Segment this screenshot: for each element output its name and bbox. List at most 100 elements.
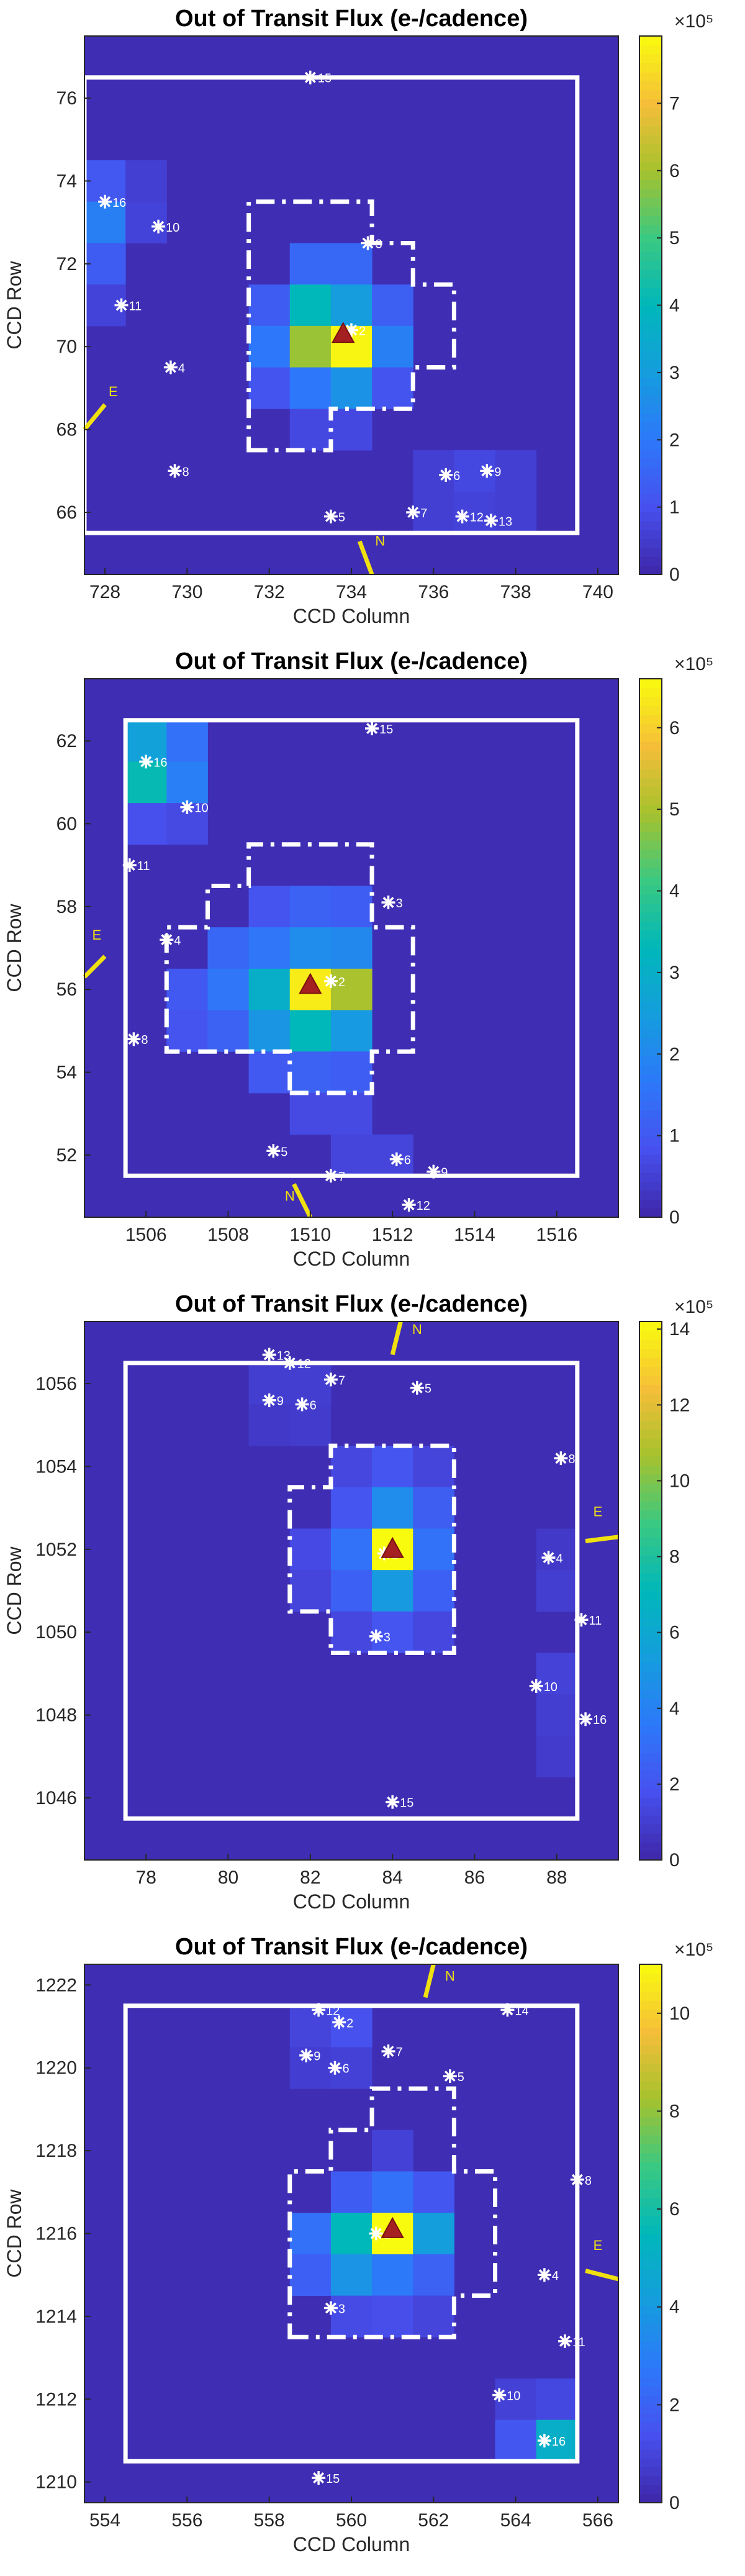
x-tick-label: 1516 — [536, 1225, 577, 1245]
flux-pixel — [289, 2213, 332, 2255]
flux-pixel — [289, 2005, 332, 2048]
colorbar-segment — [639, 2296, 662, 2306]
flux-pixel — [330, 367, 372, 409]
axes-frame — [84, 1321, 619, 1861]
compass-e-line — [585, 2269, 619, 2282]
star-label: 6 — [310, 1399, 317, 1412]
flux-pixel — [372, 2171, 413, 2213]
colorbar-segment — [639, 777, 662, 787]
colorbar-segment — [639, 2152, 662, 2162]
star-label: 8 — [585, 2174, 592, 2188]
colorbar-segment — [639, 2206, 662, 2216]
star-marker — [266, 1144, 281, 1158]
colorbar-tick-label: 1 — [669, 1126, 680, 1146]
colorbar-segment — [639, 476, 662, 486]
flux-pixel — [372, 325, 413, 368]
y-axis-label: CCD Row — [3, 903, 25, 992]
colorbar-segment — [639, 732, 662, 742]
colorbar-tick-label: 6 — [669, 718, 680, 738]
colorbar-segment — [639, 912, 662, 922]
colorbar-segment — [639, 422, 662, 432]
colorbar-segment — [639, 2421, 662, 2432]
flux-pixel — [454, 491, 496, 533]
colorbar-segment — [639, 314, 662, 324]
colorbar-segment — [639, 332, 662, 342]
star-label: 14 — [515, 2004, 528, 2018]
flux-pixel — [330, 2295, 372, 2338]
optimal-aperture — [287, 1443, 456, 1656]
flux-pixel — [207, 1010, 250, 1052]
colorbar-segment — [639, 224, 662, 234]
flux-pixel — [372, 367, 413, 409]
x-tick-label: 86 — [464, 1867, 485, 1888]
colorbar-segment — [639, 1973, 662, 1983]
flux-pixel — [330, 1134, 372, 1176]
flux-pixel — [413, 2295, 454, 2338]
flux-pixel — [289, 2047, 332, 2089]
colorbar-segment — [639, 2439, 662, 2450]
flux-pixel — [372, 2295, 413, 2338]
flux-pixel — [413, 2213, 454, 2255]
star-label: 8 — [141, 1033, 148, 1047]
star-label: 10 — [194, 802, 208, 815]
y-tick-label: 1220 — [35, 2058, 77, 2079]
flux-pixel — [413, 1528, 454, 1571]
flux-pixel — [413, 1570, 454, 1612]
flux-pixel — [413, 450, 454, 492]
colorbar-segment — [639, 939, 662, 949]
star-label: 5 — [458, 2070, 464, 2084]
colorbar-segment — [639, 36, 662, 46]
colorbar-segment — [639, 1366, 662, 1376]
y-axis-label: CCD Row — [3, 260, 25, 349]
colorbar-exponent: ×10⁵ — [674, 1297, 713, 1317]
flux-pixel — [248, 284, 291, 327]
colorbar-segment — [639, 1582, 662, 1592]
colorbar-tick-label: 10 — [669, 1471, 690, 1491]
star-label: 13 — [499, 515, 512, 528]
colorbar-segment — [639, 679, 662, 689]
colorbar-segment — [639, 1483, 662, 1493]
colorbar-segment — [639, 822, 662, 832]
y-tick-label: 74 — [56, 171, 77, 191]
colorbar-segment — [639, 1402, 662, 1412]
colorbar-segment — [639, 2260, 662, 2270]
x-tick-label: 736 — [418, 582, 449, 602]
colorbar-segment — [639, 412, 662, 423]
colorbar-segment — [639, 1743, 662, 1753]
colorbar-segment — [639, 1528, 662, 1538]
colorbar-tick-label: 10 — [669, 2003, 690, 2024]
star-label: 4 — [556, 1552, 563, 1566]
target-marker — [381, 2216, 404, 2238]
colorbar-segment — [639, 2018, 662, 2028]
star-marker — [579, 1712, 593, 1726]
star-marker — [295, 1397, 309, 1412]
colorbar-segment — [639, 296, 662, 306]
colorbar-segment — [639, 956, 662, 967]
star-label: 6 — [453, 469, 460, 483]
colorbar-segment — [639, 1752, 662, 1762]
star-marker — [312, 2003, 326, 2017]
colorbar-segment — [639, 1456, 662, 1466]
colorbar-segment — [639, 117, 662, 127]
flux-pixel — [84, 201, 126, 243]
y-tick-label: 60 — [56, 814, 77, 834]
colorbar-segment — [639, 547, 662, 557]
colorbar-tick-label: 8 — [669, 1547, 680, 1567]
star-label: 6 — [343, 2062, 350, 2076]
y-tick-label: 68 — [56, 420, 77, 440]
colorbar-segment — [639, 1662, 662, 1672]
colorbar-segment — [639, 2215, 662, 2225]
colorbar-segment — [639, 1554, 662, 1564]
flux-pixel — [413, 1611, 454, 1654]
flux-pixel — [166, 968, 208, 1011]
y-tick-label: 52 — [56, 1145, 77, 1166]
compass-e-label: E — [594, 1503, 603, 1519]
x-tick-label: 1508 — [207, 1225, 249, 1245]
colorbar-segment — [639, 1564, 662, 1574]
y-tick-label: 1048 — [35, 1705, 77, 1726]
flux-pixel — [330, 927, 372, 969]
colorbar-segment — [639, 760, 662, 769]
colorbar-segment — [639, 687, 662, 697]
colorbar-tick-label: 1 — [669, 497, 680, 518]
